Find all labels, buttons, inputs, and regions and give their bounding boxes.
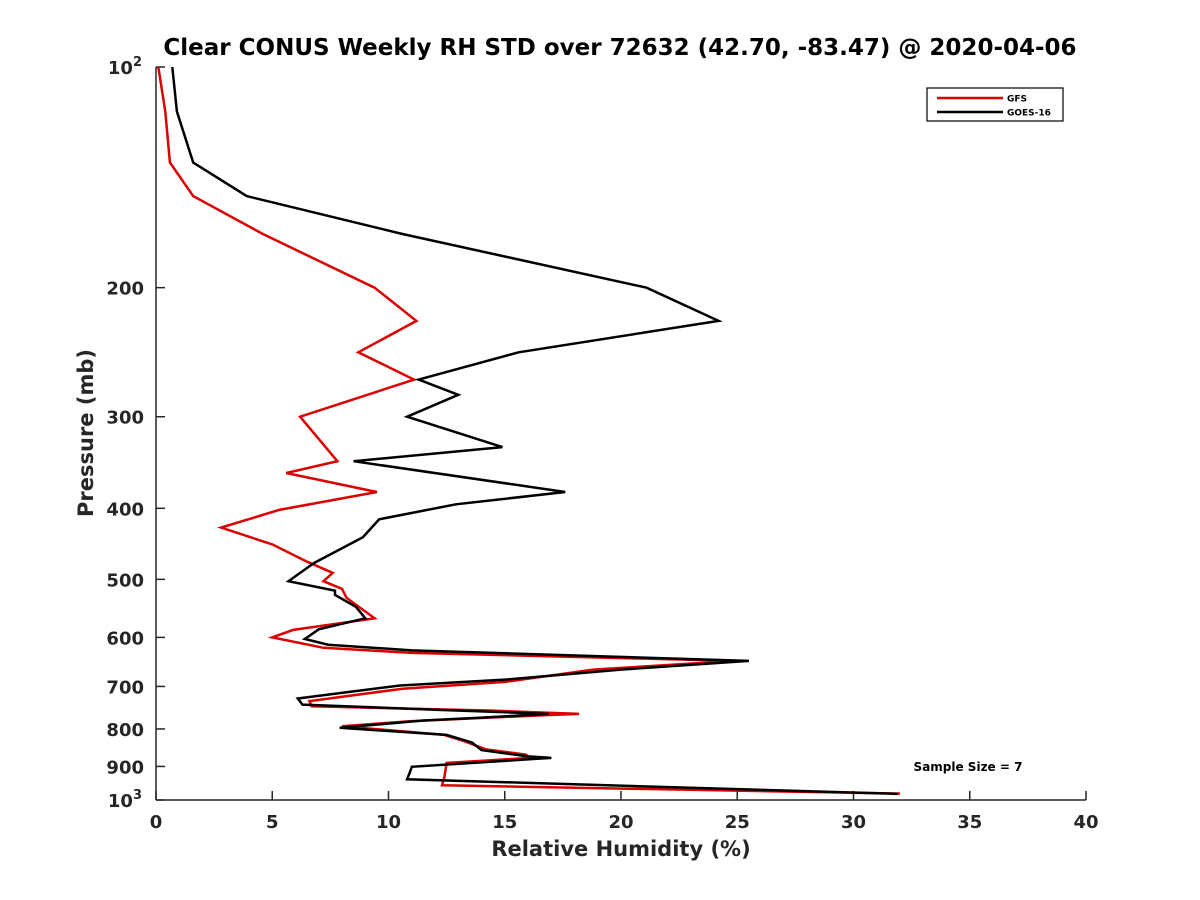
x-tick-label: 20 — [608, 812, 633, 833]
y-tick-label: 103 — [108, 788, 142, 812]
y-tick-label-base: 10 — [108, 58, 133, 79]
y-tick-label: 600 — [106, 628, 144, 649]
legend-box — [926, 87, 1064, 122]
y-tick-label-base: 800 — [106, 720, 144, 741]
x-tick-label: 5 — [266, 812, 279, 833]
y-tick-label-base: 200 — [106, 279, 144, 300]
y-tick-label-base: 700 — [106, 677, 144, 698]
y-tick-label-base: 900 — [106, 757, 144, 778]
x-axis-ticks: 0 5 10 15 20 25 30 35 40 — [150, 791, 1099, 833]
x-tick-label: 40 — [1073, 812, 1098, 833]
sample-size-annotation: Sample Size = 7 — [914, 760, 1023, 774]
y-tick-label: 800 — [106, 720, 144, 741]
y-tick-label: 300 — [106, 408, 144, 429]
y-tick-label-base: 400 — [106, 499, 144, 520]
x-tick-label: 30 — [841, 812, 866, 833]
y-tick-label: 900 — [106, 757, 144, 778]
x-tick-label: 25 — [725, 812, 750, 833]
plot-area: 0 5 10 15 20 25 30 35 40 10220030040050060070080… — [106, 55, 1098, 833]
chart-title: Clear CONUS Weekly RH STD over 72632 (42… — [163, 35, 1076, 61]
y-tick-label-exponent: 2 — [133, 55, 142, 70]
y-tick-label: 200 — [106, 279, 144, 300]
series-line-gfs — [157, 66, 901, 795]
series-lines — [157, 66, 901, 796]
x-axis-label: Relative Humidity (%) — [491, 837, 750, 861]
y-tick-label-base: 300 — [106, 408, 144, 429]
x-tick-label: 10 — [376, 812, 401, 833]
x-tick-label: 35 — [957, 812, 982, 833]
y-tick-label: 102 — [108, 55, 142, 79]
y-tick-label-base: 10 — [108, 791, 133, 812]
legend-label: GOES-16 — [1007, 109, 1051, 119]
series-line-goes-16 — [171, 66, 898, 796]
y-axis-label: Pressure (mb) — [74, 349, 98, 517]
legend-label: GFS — [1007, 95, 1027, 105]
y-tick-label: 700 — [106, 677, 144, 698]
y-tick-label-exponent: 3 — [133, 788, 142, 803]
x-tick-label: 0 — [150, 812, 163, 833]
y-tick-label: 500 — [106, 570, 144, 591]
y-tick-label: 400 — [106, 499, 144, 520]
legend: GFS GOES-16 — [926, 87, 1064, 122]
y-tick-label-base: 500 — [106, 570, 144, 591]
x-tick-label: 15 — [492, 812, 517, 833]
y-tick-label-base: 600 — [106, 628, 144, 649]
